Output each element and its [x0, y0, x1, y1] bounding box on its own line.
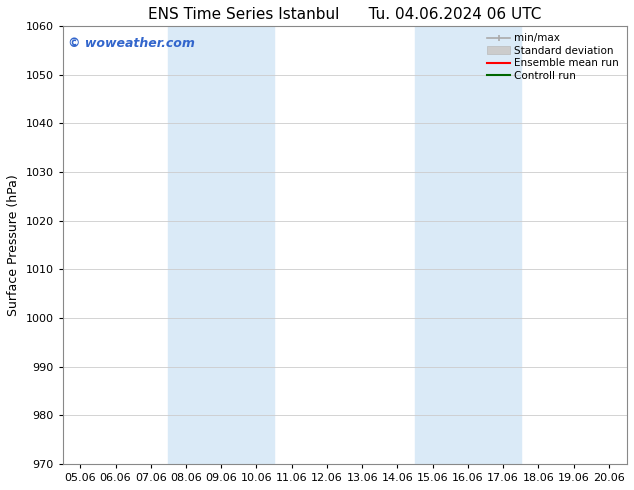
Text: © woweather.com: © woweather.com [68, 37, 195, 50]
Bar [415, 26, 521, 464]
Y-axis label: Surface Pressure (hPa): Surface Pressure (hPa) [7, 174, 20, 316]
Bar [169, 26, 274, 464]
Legend: min/max, Standard deviation, Ensemble mean run, Controll run: min/max, Standard deviation, Ensemble me… [485, 31, 621, 83]
Title: ENS Time Series Istanbul      Tu. 04.06.2024 06 UTC: ENS Time Series Istanbul Tu. 04.06.2024 … [148, 7, 541, 22]
